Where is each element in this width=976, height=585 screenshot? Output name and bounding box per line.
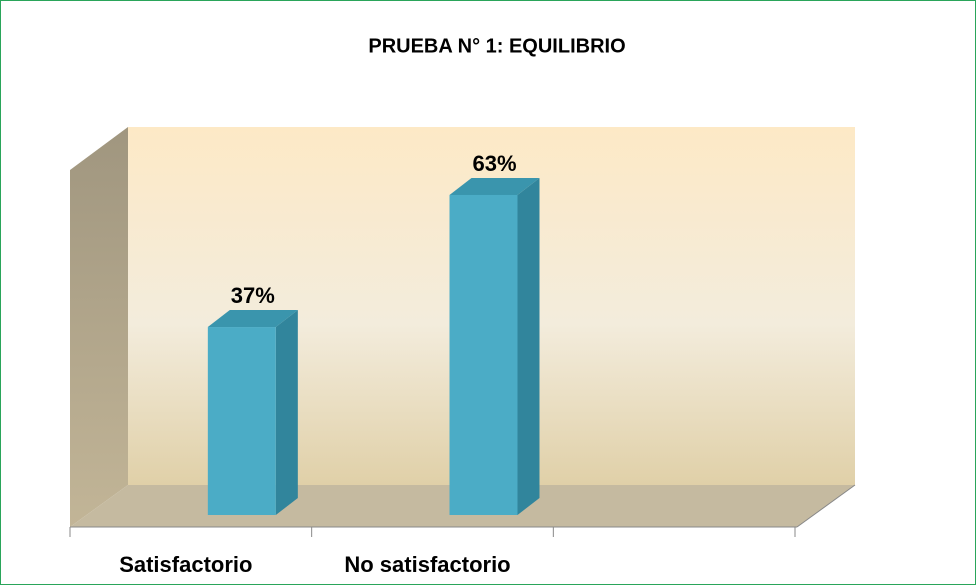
bar	[207, 327, 276, 515]
data-label: 37%	[231, 283, 275, 308]
bar-top	[449, 177, 540, 195]
chart-title: PRUEBA N° 1: EQUILIBRIO	[368, 35, 625, 57]
bar-top	[207, 310, 298, 328]
data-label: 63%	[472, 151, 516, 176]
side-wall	[70, 127, 128, 527]
x-tick-label: Satisfactorio	[119, 552, 252, 577]
bar-side	[517, 177, 540, 515]
bar-side	[275, 310, 298, 515]
floor-edge	[796, 484, 856, 528]
x-tick-label: No satisfactorio	[344, 552, 510, 577]
bar	[449, 194, 518, 515]
